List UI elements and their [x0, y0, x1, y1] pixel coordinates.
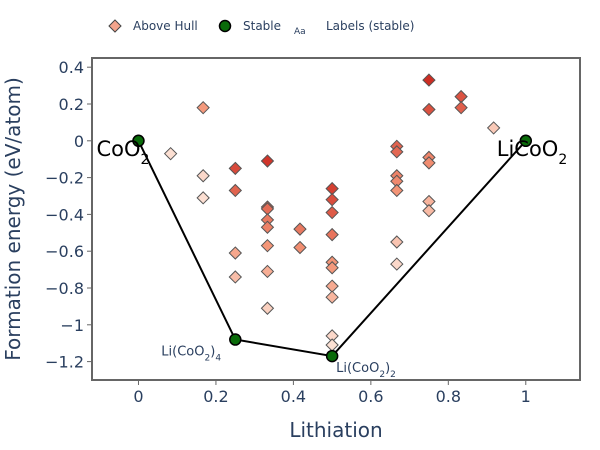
above-hull-point: [454, 100, 468, 115]
above-hull-point: [260, 238, 275, 253]
above-hull-point: [390, 145, 404, 159]
y-tick-label: −0.6: [45, 242, 84, 261]
legend-stable-marker: [218, 19, 232, 33]
above-hull-point: [325, 227, 339, 242]
stable-label: Li(CoO2)2: [336, 361, 396, 380]
above-hull-point: [486, 121, 501, 135]
y-tick-label: −0.8: [45, 279, 84, 298]
above-hull-point: [422, 73, 436, 87]
above-hull-point: [196, 169, 210, 183]
above-hull-point: [196, 191, 210, 205]
points-layer: [132, 73, 533, 363]
above-hull-point: [228, 183, 243, 198]
stable-point: [519, 134, 533, 148]
y-tick-label: 0: [74, 132, 84, 151]
hull-line: [137, 140, 527, 358]
above-hull-point: [422, 102, 436, 117]
above-hull-point: [228, 161, 243, 176]
above-hull-point: [390, 257, 404, 271]
x-tick-label: 0: [133, 387, 143, 406]
x-tick-label: 1: [521, 387, 531, 406]
above-hull-point: [325, 261, 339, 275]
stable-label: Li(CoO2)4: [161, 345, 221, 364]
y-tick-label: 0.2: [59, 95, 84, 114]
stable-label: CoO2: [96, 137, 149, 168]
above-hull-point: [293, 222, 307, 236]
x-tick-label: 0.2: [203, 387, 228, 406]
y-tick-label: −1.2: [45, 353, 84, 372]
stable-point: [132, 134, 145, 148]
y-tick-label: −0.2: [45, 169, 84, 188]
y-axis-title: Formation energy (eV/atom): [1, 77, 25, 361]
above-hull-point: [390, 183, 404, 198]
stable-label: LiCoO2: [497, 137, 568, 168]
above-hull-point: [325, 290, 339, 304]
y-tick-label: −0.4: [45, 205, 84, 224]
x-tick-label: 0.6: [358, 387, 383, 406]
above-hull-point: [325, 205, 339, 220]
legend-labels-label: Labels (stable): [326, 19, 414, 33]
legend-above-hull-marker: [108, 19, 122, 33]
above-hull-point: [260, 264, 275, 279]
stable-point: [325, 349, 339, 363]
above-hull-point: [260, 301, 275, 315]
plot-area: [91, 57, 581, 381]
stable-point: [229, 333, 242, 346]
x-tick-label: 0.4: [281, 387, 306, 406]
axes: 0 0.2 0.4 0.6 0.8 1 0.4 0.2 0 −0.2 −0.4 −0.6 −0.8 −1 −…: [45, 58, 531, 406]
labels-layer: CoO2 Li(CoO2)4 Li(CoO2)2 LiCoO2: [96, 137, 567, 380]
above-hull-point: [163, 146, 178, 161]
above-hull-point: [228, 270, 243, 284]
hull-layer: [137, 140, 527, 358]
above-hull-point: [196, 100, 210, 115]
above-hull-point: [260, 154, 275, 168]
above-hull-point: [325, 192, 339, 207]
above-hull-point: [390, 235, 404, 249]
legend: Above Hull Stable Aa Labels (stable): [108, 19, 414, 37]
legend-above-hull-label: Above Hull: [133, 19, 198, 33]
y-tick-label: −1: [60, 316, 84, 335]
y-tick-label: 0.4: [59, 58, 84, 77]
above-hull-point: [422, 156, 436, 170]
above-hull-point: [422, 204, 436, 218]
plot-frame: [91, 57, 581, 381]
above-hull-point: [293, 240, 307, 255]
x-axis-title: Lithiation: [289, 418, 382, 442]
x-tick-label: 0.8: [436, 387, 461, 406]
above-hull-point: [260, 220, 275, 234]
above-hull-point: [228, 246, 243, 260]
legend-labels-symbol: Aa: [294, 27, 306, 37]
legend-stable-label: Stable: [243, 19, 281, 33]
